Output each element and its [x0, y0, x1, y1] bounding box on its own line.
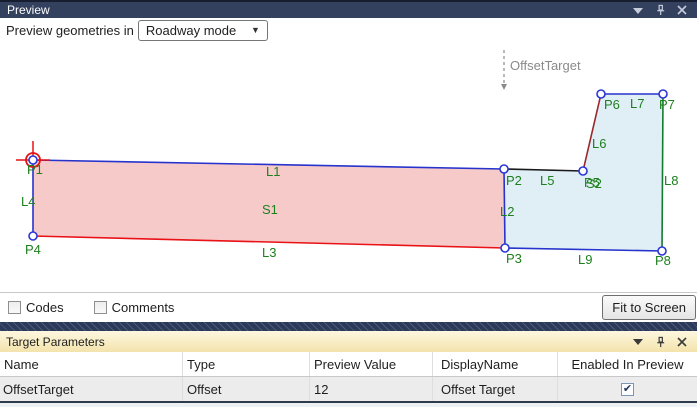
preview-mode-dropdown[interactable]: Roadway mode ▼: [137, 19, 268, 41]
point-P2[interactable]: [499, 164, 509, 174]
column-header-display-name[interactable]: DisplayName: [433, 352, 558, 376]
panel-splitter[interactable]: [0, 322, 697, 331]
label-S1: S1: [262, 202, 278, 217]
label-P8: P8: [655, 253, 671, 268]
surface-S1[interactable]: [33, 160, 505, 248]
preview-titlebar[interactable]: Preview: [0, 0, 697, 18]
label-P4: P4: [25, 242, 41, 257]
line-L5[interactable]: [503, 168, 584, 172]
close-icon[interactable]: [675, 3, 689, 17]
table-header-row: Name Type Preview Value DisplayName Enab…: [0, 352, 697, 377]
comments-checkbox[interactable]: [93, 301, 107, 314]
preview-mode-value: Roadway mode: [145, 22, 237, 38]
codes-label: Codes: [26, 300, 64, 315]
cell-preview-value[interactable]: 12: [310, 377, 433, 401]
column-header-type[interactable]: Type: [183, 352, 310, 376]
window-menu-icon[interactable]: [631, 3, 645, 17]
codes-checkbox[interactable]: [8, 301, 21, 314]
label-P6: P6: [604, 97, 620, 112]
label-L5: L5: [540, 173, 554, 188]
label-L3: L3: [262, 245, 276, 260]
label-L4: L4: [21, 194, 35, 209]
column-header-preview-value[interactable]: Preview Value: [310, 352, 433, 376]
point-P1[interactable]: [28, 155, 38, 165]
line-L3[interactable]: [32, 235, 506, 249]
label-S2: S2: [586, 176, 602, 191]
cell-display-name[interactable]: Offset Target: [433, 377, 558, 401]
label-P5: P5: [584, 175, 600, 190]
point-P6[interactable]: [596, 89, 606, 99]
offset-target-label: OffsetTarget: [510, 58, 581, 73]
label-L2: L2: [500, 204, 514, 219]
target-window-controls: [631, 335, 697, 349]
line-L2[interactable]: [503, 168, 506, 249]
column-header-name[interactable]: Name: [0, 352, 183, 376]
preview-mode-label: Preview geometries in: [6, 22, 134, 38]
enabled-in-preview-checkbox[interactable]: [621, 382, 634, 396]
label-P7: P7: [659, 97, 675, 112]
label-L8: L8: [664, 173, 678, 188]
cell-name[interactable]: OffsetTarget: [0, 377, 183, 401]
comments-label: Comments: [111, 300, 175, 315]
fit-to-screen-button[interactable]: Fit to Screen: [602, 295, 696, 320]
chevron-down-icon: ▼: [250, 25, 260, 35]
preview-toolbar: Preview geometries in Roadway mode ▼: [0, 18, 697, 42]
pin-icon[interactable]: [653, 335, 667, 349]
label-P3: P3: [506, 251, 522, 266]
label-P2: P2: [506, 173, 522, 188]
label-L7: L7: [630, 96, 644, 111]
preview-options-row: Codes Comments Fit to Screen: [0, 292, 697, 322]
table-bottom-edge: [0, 401, 697, 407]
window-menu-icon[interactable]: [631, 335, 645, 349]
target-parameters-title: Target Parameters: [6, 334, 105, 349]
table-row[interactable]: OffsetTarget Offset 12 Offset Target: [0, 377, 697, 401]
point-P3[interactable]: [500, 243, 510, 253]
point-P8[interactable]: [657, 246, 667, 256]
point-P7[interactable]: [658, 89, 668, 99]
preview-canvas[interactable]: OffsetTarget P1 P2 P3 P4 P5 P6 P7 P8 L1 L2 L3 L4 L5 L6…: [0, 42, 697, 292]
pin-icon[interactable]: [653, 3, 667, 17]
line-L9[interactable]: [504, 247, 663, 252]
label-L9: L9: [578, 252, 592, 267]
label-L6: L6: [592, 136, 606, 151]
point-P4[interactable]: [28, 231, 38, 241]
preview-title: Preview: [7, 3, 50, 17]
cell-type[interactable]: Offset: [183, 377, 310, 401]
cell-enabled: [558, 377, 697, 401]
geometry-svg[interactable]: OffsetTarget P1 P2 P3 P4 P5 P6 P7 P8 L1 L2 L3 L4 L5 L6…: [0, 42, 697, 292]
label-L1: L1: [266, 164, 280, 179]
origin-marker-icon: [25, 152, 41, 168]
line-L8[interactable]: [661, 93, 664, 252]
line-L6[interactable]: [582, 93, 602, 172]
offset-target-arrow-icon: [501, 84, 507, 90]
target-parameters-table: Name Type Preview Value DisplayName Enab…: [0, 352, 697, 407]
line-L1[interactable]: [32, 159, 505, 170]
target-parameters-titlebar[interactable]: Target Parameters: [0, 331, 697, 352]
label-P1: P1: [27, 162, 43, 177]
column-header-enabled[interactable]: Enabled In Preview: [571, 356, 684, 372]
point-P5[interactable]: [578, 166, 588, 176]
preview-window-controls: [631, 3, 697, 17]
close-icon[interactable]: [675, 335, 689, 349]
